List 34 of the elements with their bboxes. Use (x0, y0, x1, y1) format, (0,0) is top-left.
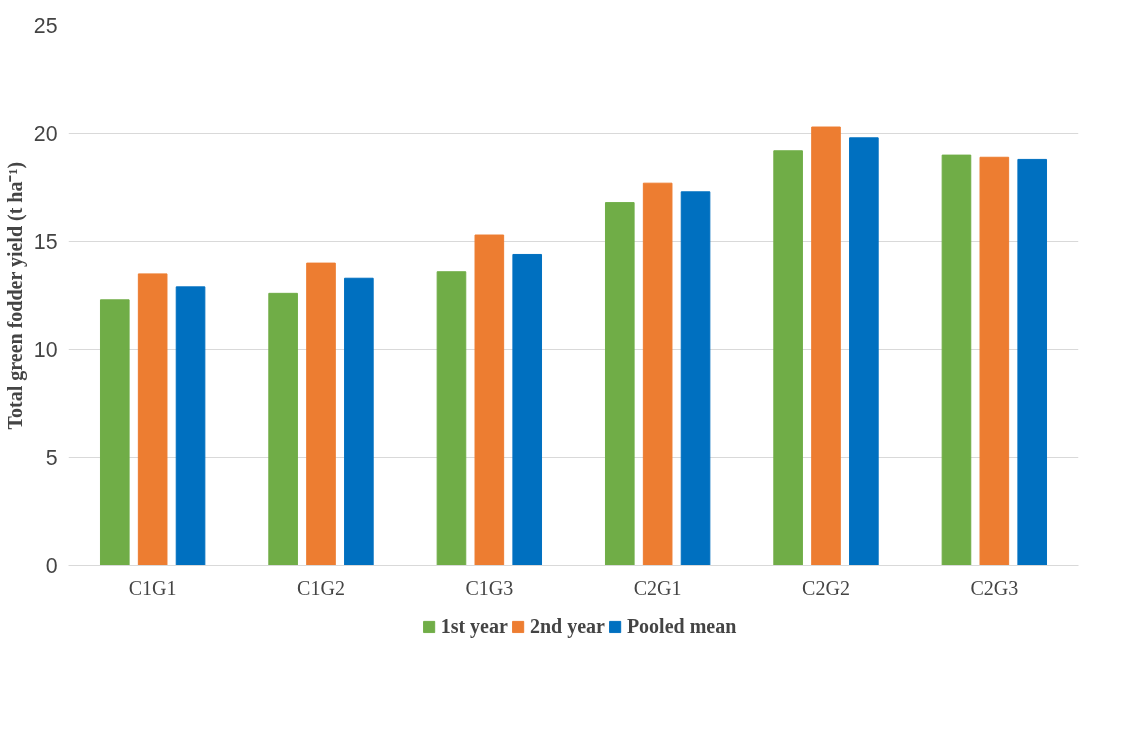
x-tick-label: C2G2 (802, 576, 850, 599)
bar (1017, 158, 1048, 566)
bar (268, 292, 298, 566)
legend-label: 2nd year (529, 614, 605, 638)
bar (849, 137, 879, 566)
bar (680, 191, 711, 566)
bar (979, 156, 1010, 566)
bar (99, 299, 130, 566)
x-tick-label: C1G1 (128, 576, 177, 599)
y-tick-label: 5 (45, 446, 58, 470)
bar (642, 182, 673, 566)
y-tick-label: 25 (33, 14, 58, 38)
bar (512, 253, 543, 566)
legend-label: 1st year (440, 614, 508, 638)
y-axis-title: Total green fodder yield (t ha⁻¹) (3, 161, 27, 430)
bar (306, 262, 336, 566)
y-tick-label: 15 (33, 230, 58, 254)
y-tick-label: 20 (33, 122, 58, 146)
x-tick-label: C2G1 (633, 576, 682, 599)
y-tick-label: 10 (33, 338, 58, 362)
x-tick-label: C2G3 (970, 576, 1019, 599)
bar (344, 277, 374, 566)
legend-label: Pooled mean (626, 614, 737, 638)
bar (137, 273, 168, 566)
x-tick-label: C1G2 (297, 576, 345, 599)
x-tick-label: C1G3 (465, 576, 514, 599)
bar (436, 271, 467, 566)
bar (941, 154, 972, 566)
bar (175, 286, 206, 566)
bar (474, 234, 505, 566)
bar (811, 126, 841, 566)
bar (773, 150, 803, 566)
y-tick-label: 0 (45, 554, 58, 578)
bar (604, 202, 635, 566)
